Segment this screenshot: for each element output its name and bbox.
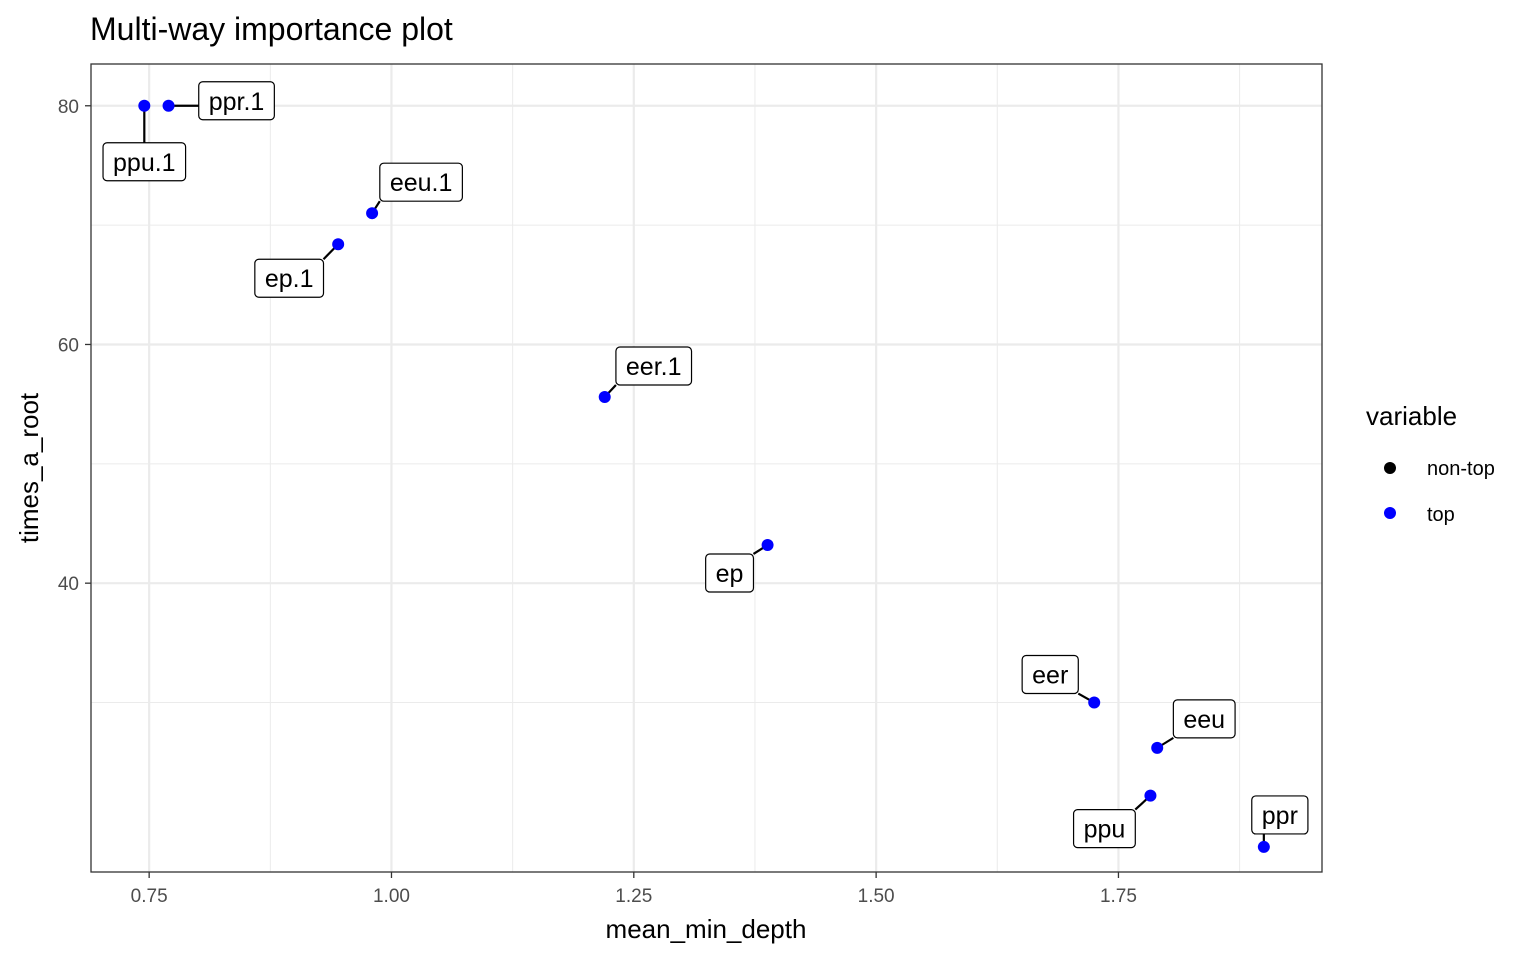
- legend-key-top: [1384, 507, 1396, 519]
- y-tick-label: 60: [58, 335, 79, 356]
- legend-title: variable: [1366, 401, 1457, 431]
- point-label: ep.1: [254, 258, 325, 298]
- x-tick-label: 1.75: [1100, 886, 1137, 907]
- x-tick-label: 1.25: [615, 886, 652, 907]
- legend-label-top: top: [1427, 504, 1455, 526]
- x-axis-title: mean_min_depth: [606, 914, 807, 944]
- point-label: ppu: [1072, 809, 1136, 849]
- point-label-text: ep: [716, 560, 744, 588]
- point-label: ppr: [1251, 795, 1309, 835]
- data-point: [761, 538, 774, 551]
- data-point: [366, 207, 379, 220]
- point-label: eeu: [1172, 699, 1236, 739]
- point-label-text: eeu.1: [390, 169, 453, 197]
- point-label-text: eer.1: [626, 353, 682, 381]
- point-label: eeu.1: [379, 162, 463, 202]
- point-label: eer: [1021, 654, 1079, 695]
- data-point: [1088, 696, 1101, 709]
- point-label-box: [615, 346, 693, 386]
- panel-border: [90, 63, 1323, 873]
- y-tick-label: 40: [58, 574, 79, 595]
- point-label-text: ppr: [1262, 802, 1298, 830]
- point-label-text: ppr.1: [209, 88, 265, 116]
- point-label-text: eeu: [1183, 706, 1225, 734]
- data-point: [332, 238, 345, 251]
- x-tick-label: 1.50: [858, 886, 895, 907]
- data-point: [1144, 789, 1157, 802]
- data-point: [138, 99, 151, 112]
- y-axis: 40 60 80: [58, 97, 91, 595]
- point-label: eer.1: [615, 346, 693, 386]
- x-tick-label: 0.75: [131, 886, 168, 907]
- point-label: ppu.1: [102, 142, 187, 182]
- point-label-box: [1172, 699, 1236, 739]
- data-point: [162, 99, 175, 112]
- point-label: ppr.1: [198, 81, 275, 121]
- data-point: [1257, 840, 1270, 853]
- point-label: ep: [705, 553, 755, 593]
- point-label-box: [102, 142, 187, 182]
- x-axis: 0.75 1.00 1.25 1.50 1.75: [131, 872, 1137, 907]
- point-labels: ppu.1 ppr.1 eeu.1 ep.1 eer.1 ep eer eeu ppu ppr: [102, 81, 1309, 849]
- point-label-text: eer: [1032, 662, 1068, 690]
- point-label-text: ep.1: [265, 265, 314, 293]
- point-label-box: [254, 258, 325, 298]
- legend-label-non-top: non-top: [1427, 458, 1495, 480]
- y-tick-label: 80: [58, 97, 79, 118]
- data-point: [1151, 741, 1164, 754]
- point-label-text: ppu.1: [113, 149, 176, 177]
- legend: variable non-top top: [1366, 401, 1495, 526]
- x-tick-label: 1.00: [373, 886, 410, 907]
- legend-key-non-top: [1384, 462, 1396, 474]
- point-label-box: [379, 162, 463, 202]
- data-points: [138, 99, 1270, 853]
- y-axis-title: times_a_root: [14, 392, 44, 543]
- point-label-box: [1021, 654, 1079, 695]
- plot-panel: ppu.1 ppr.1 eeu.1 ep.1 eer.1 ep eer eeu ppu ppr: [90, 63, 1323, 873]
- panel-background: [91, 64, 1322, 872]
- data-point: [598, 390, 611, 403]
- point-label-box: [705, 553, 755, 593]
- chart-title: Multi-way importance plot: [90, 11, 453, 47]
- point-label-box: [1251, 795, 1309, 835]
- point-label-box: [1072, 809, 1136, 849]
- point-label-box: [198, 81, 275, 121]
- point-label-text: ppu: [1084, 816, 1126, 844]
